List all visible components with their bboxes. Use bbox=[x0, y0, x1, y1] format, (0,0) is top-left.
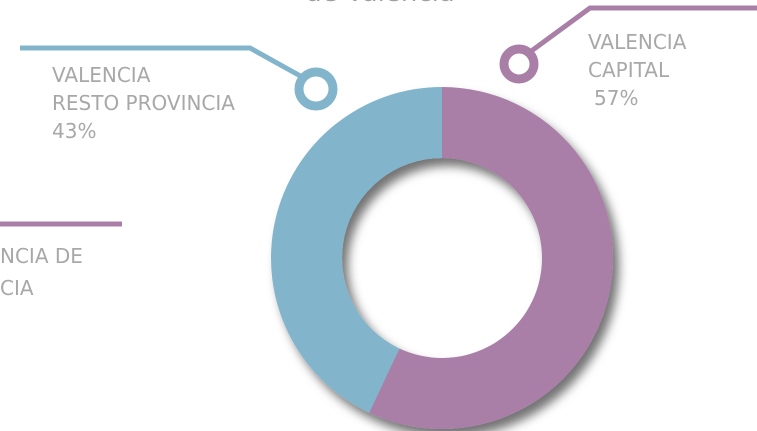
slice bbox=[270, 86, 442, 413]
leader-line bbox=[20, 45, 306, 81]
category-label: VALENCIA RESTO PROVINCIA bbox=[52, 63, 235, 115]
leader-line bbox=[528, 5, 757, 55]
chart-title: de Valencia bbox=[230, 0, 530, 8]
donut bbox=[270, 86, 613, 429]
value-label: 57% bbox=[594, 86, 639, 110]
slice bbox=[369, 87, 613, 429]
annotation: CIA bbox=[0, 276, 34, 300]
category-label: VALENCIA CAPITAL bbox=[588, 30, 687, 82]
slice-label: VALENCIA CAPITAL 57% bbox=[588, 28, 686, 112]
slice-label: VALENCIA RESTO PROVINCIA 43% bbox=[52, 61, 235, 145]
value-label: 43% bbox=[52, 119, 97, 143]
leader-ring bbox=[294, 67, 338, 111]
leader-ring bbox=[499, 44, 539, 84]
annotation: NCIA DE bbox=[0, 244, 83, 268]
